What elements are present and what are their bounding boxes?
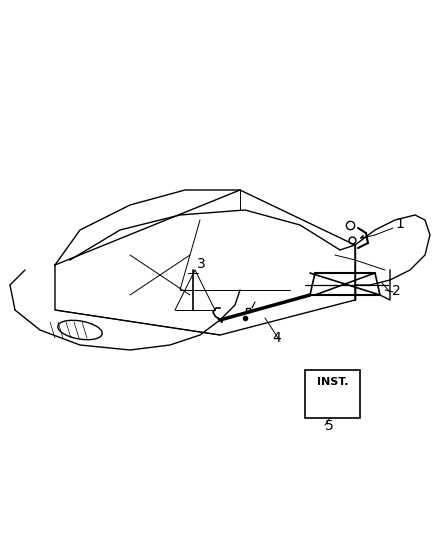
Text: 1: 1 <box>395 217 404 231</box>
Text: 2: 2 <box>392 284 401 298</box>
Text: 3: 3 <box>197 257 206 271</box>
Text: INST.: INST. <box>317 377 348 387</box>
Text: 5: 5 <box>325 419 334 433</box>
Bar <box>305 370 360 418</box>
Text: 4: 4 <box>272 331 281 345</box>
